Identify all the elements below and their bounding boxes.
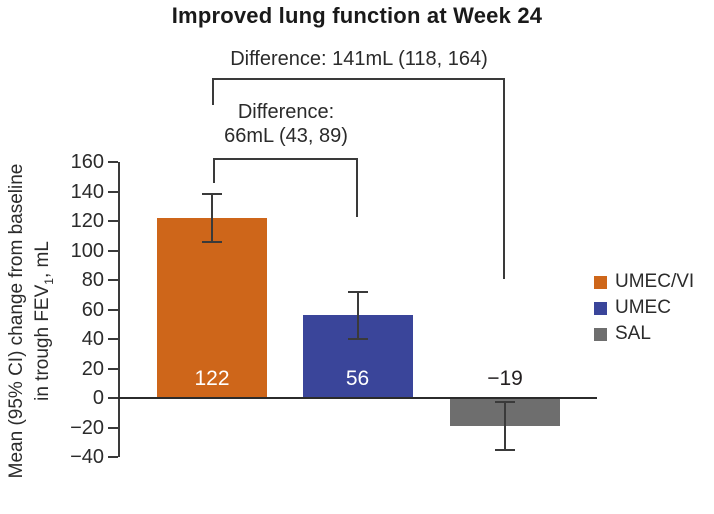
y-axis-tick bbox=[108, 367, 118, 370]
legend-item-umec: UMEC bbox=[594, 295, 694, 321]
difference-annotation-umecvi-vs-sal: Difference: 141mL (118, 164) bbox=[230, 48, 488, 70]
legend-label-sal: SAL bbox=[615, 323, 651, 344]
y-axis-tick bbox=[108, 249, 118, 252]
y-axis-tick-label: 0 bbox=[92, 387, 104, 409]
bracket-2-left bbox=[213, 158, 215, 183]
difference-annotation-line1: Difference: bbox=[237, 101, 335, 123]
bar-value-label-umec: 56 bbox=[345, 367, 370, 390]
bar-umec-vi bbox=[157, 218, 267, 398]
legend-label-umec: UMEC bbox=[615, 297, 671, 318]
legend-swatch-sal-icon bbox=[594, 327, 607, 341]
bracket-1-right bbox=[503, 78, 505, 279]
y-axis-tick-label: −20 bbox=[70, 416, 104, 439]
y-axis-tick bbox=[108, 397, 118, 399]
error-bar-umec bbox=[356, 291, 359, 339]
y-axis-tick-label: 160 bbox=[70, 151, 104, 173]
bracket-2-right bbox=[356, 158, 358, 217]
error-bar-cap-top bbox=[347, 290, 368, 293]
bracket-2-horizontal bbox=[213, 158, 358, 160]
legend-item-umec-vi: UMEC/VI bbox=[594, 269, 694, 295]
y-axis-tick bbox=[108, 308, 118, 311]
y-axis-line bbox=[118, 162, 120, 457]
bracket-1-horizontal bbox=[212, 78, 505, 80]
chart-title: Improved lung function at Week 24 bbox=[171, 3, 543, 28]
y-axis-tick-label: 100 bbox=[70, 239, 104, 262]
error-bar-cap-bottom bbox=[202, 240, 222, 243]
y-axis-tick-label: −40 bbox=[70, 446, 104, 468]
y-axis-tick bbox=[108, 190, 118, 193]
y-axis-tick-label: 120 bbox=[70, 210, 104, 232]
error-bar-umec-vi bbox=[211, 194, 213, 242]
y-axis-tick bbox=[108, 220, 118, 222]
y-axis-tick-label: 60 bbox=[81, 298, 104, 321]
x-axis-line bbox=[118, 397, 597, 399]
y-axis-tick-label: 80 bbox=[81, 269, 104, 291]
y-axis-tick bbox=[108, 456, 118, 458]
y-axis-tick-label: 40 bbox=[81, 328, 104, 350]
y-axis-tick bbox=[108, 161, 118, 163]
y-axis-tick bbox=[108, 338, 118, 340]
legend-item-sal: SAL bbox=[594, 321, 694, 347]
error-bar-cap-top bbox=[202, 193, 222, 196]
bar-value-label-sal: −19 bbox=[487, 367, 523, 390]
legend: UMEC/VI UMEC SAL bbox=[594, 269, 694, 347]
difference-annotation-line2: 66mL (43, 89) bbox=[224, 125, 348, 147]
difference-annotation-umecvi-vs-umec: Difference: 66mL (43, 89) bbox=[186, 100, 386, 148]
y-axis-tick bbox=[108, 279, 118, 281]
bracket-1-left bbox=[212, 78, 214, 105]
bar-value-label-umec-vi: 122 bbox=[194, 367, 230, 390]
legend-label-umec-vi: UMEC/VI bbox=[615, 271, 695, 292]
error-bar-cap-bottom bbox=[495, 448, 515, 451]
legend-swatch-umec-icon bbox=[594, 301, 607, 315]
error-bar-cap-top bbox=[495, 401, 515, 404]
y-axis-tick-label: 140 bbox=[70, 180, 104, 203]
y-axis-label-line1: Mean (95% CI) change from baseline bbox=[6, 163, 27, 479]
y-axis-tick bbox=[108, 426, 118, 429]
y-axis-tick-label: 20 bbox=[81, 357, 104, 380]
error-bar-sal bbox=[504, 402, 506, 450]
error-bar-cap-bottom bbox=[347, 338, 368, 340]
legend-swatch-umec-vi-icon bbox=[594, 275, 607, 289]
